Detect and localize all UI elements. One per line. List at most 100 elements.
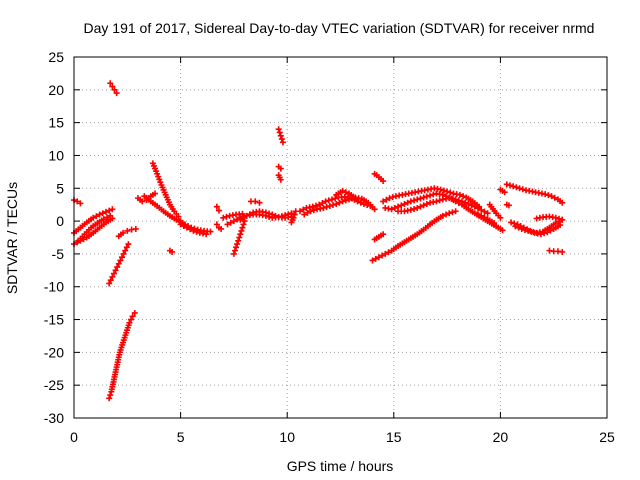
plot-frame [73, 56, 608, 419]
data-point [478, 206, 485, 213]
data-point [325, 197, 332, 204]
data-point [342, 189, 349, 196]
data-point [559, 248, 566, 255]
chart-title: Day 191 of 2017, Sidereal Day-to-day VTE… [84, 20, 595, 36]
series-27 [333, 187, 359, 202]
data-point [316, 201, 323, 208]
data-point [465, 201, 472, 208]
data-point [460, 193, 467, 200]
data-point [322, 198, 329, 205]
series-28 [371, 170, 387, 185]
data-point [124, 227, 131, 234]
data-point [102, 208, 109, 215]
grid-lines [74, 57, 607, 418]
data-point [354, 198, 361, 205]
data-point [407, 206, 414, 213]
x-tick-label: 25 [599, 429, 615, 445]
data-point [279, 139, 286, 146]
series-30 [369, 208, 459, 264]
data-point [414, 196, 421, 203]
data-point [183, 224, 190, 231]
data-point [240, 221, 247, 228]
data-point [320, 204, 327, 211]
series-4 [107, 80, 120, 97]
data-point [223, 213, 230, 220]
data-point [369, 257, 376, 264]
data-point [382, 250, 389, 257]
data-point [203, 231, 210, 238]
data-point [456, 191, 463, 198]
data-point [417, 195, 424, 202]
data-point [107, 80, 114, 87]
data-point [128, 316, 135, 323]
series-9 [149, 160, 182, 220]
data-point [275, 126, 282, 133]
data-point [411, 197, 418, 204]
y-axis-label: SDTVAR / TECUs [4, 182, 20, 294]
series-19 [237, 208, 295, 223]
data-point [501, 189, 508, 196]
data-point [559, 199, 566, 206]
y-tick-label: 25 [48, 49, 64, 65]
data-points [71, 80, 566, 402]
x-tick-label: 5 [177, 429, 185, 445]
data-point [277, 132, 284, 139]
series-6 [106, 241, 132, 287]
data-point [513, 184, 520, 191]
data-point [207, 228, 214, 235]
y-tick-label: 20 [48, 82, 64, 98]
data-point [414, 204, 421, 211]
data-point [511, 220, 518, 227]
data-point [326, 202, 333, 209]
data-point [505, 202, 512, 209]
data-point [125, 241, 132, 248]
series-34 [473, 211, 506, 234]
data-point [106, 280, 113, 287]
data-point [391, 204, 398, 211]
data-point [220, 214, 227, 221]
y-tick-label: 10 [48, 147, 64, 163]
data-point [187, 226, 194, 233]
data-point [556, 215, 563, 222]
data-point [510, 183, 517, 190]
data-point [352, 195, 359, 202]
data-point [107, 277, 114, 284]
series-7 [115, 225, 139, 240]
data-point [371, 206, 378, 213]
y-tick-label: -5 [52, 246, 65, 262]
data-point [328, 196, 335, 203]
data-point [309, 203, 316, 210]
data-point [266, 210, 273, 217]
data-point [515, 224, 522, 231]
data-point [462, 199, 469, 206]
y-tick-label: -20 [44, 344, 64, 360]
data-point [423, 193, 430, 200]
data-point [107, 212, 114, 219]
series-3 [71, 197, 84, 207]
series-42 [546, 247, 566, 255]
series-40 [512, 222, 564, 238]
data-point [542, 191, 549, 198]
data-point [545, 192, 552, 199]
data-point [230, 250, 237, 257]
data-point [386, 195, 393, 202]
data-point [323, 203, 330, 210]
series-23 [275, 172, 284, 183]
data-point [447, 189, 454, 196]
data-point [443, 211, 450, 218]
data-point [455, 197, 462, 204]
data-point [123, 244, 130, 251]
data-point [117, 257, 124, 264]
data-point [193, 228, 200, 235]
series-20 [247, 198, 263, 206]
data-point [291, 211, 298, 218]
data-point [430, 191, 437, 198]
data-point [218, 225, 225, 232]
data-point [468, 202, 475, 209]
data-point [508, 219, 515, 226]
data-point [380, 231, 387, 238]
data-point [519, 186, 526, 193]
series-37 [503, 201, 512, 209]
x-tick-label: 20 [493, 429, 509, 445]
data-point [230, 218, 237, 225]
